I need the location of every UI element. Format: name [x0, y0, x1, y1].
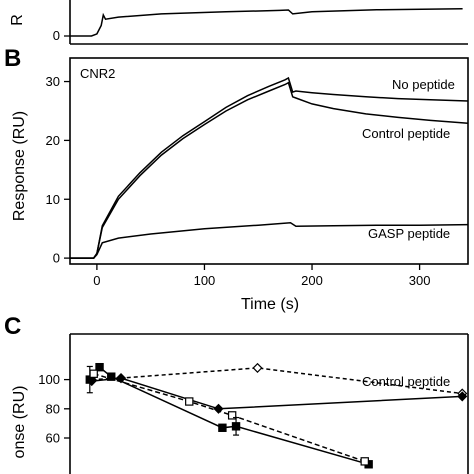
marker-open-square [227, 411, 237, 420]
trace-gasp-peptide [70, 222, 469, 259]
panel-c-line-open-square [93, 373, 366, 463]
panel-a: R 0 [9, 0, 468, 45]
panel-b-xlabel: Time (s) [241, 296, 299, 313]
panel-b-label: CNR2 [80, 66, 115, 81]
marker-filled-diamond [213, 403, 224, 414]
panel-b-traces [70, 76, 469, 259]
panel-b-x-tick-label: 200 [301, 273, 323, 288]
panel-c-y-tick-label: 80 [46, 401, 60, 416]
panel-b-y-tick-label: 0 [53, 251, 60, 266]
marker-filled-square [107, 372, 116, 381]
marker-open-diamond [252, 362, 263, 373]
marker-filled-diamond [457, 391, 468, 402]
panel-c-markers [85, 362, 468, 469]
panel-c-y-tick-label: 60 [46, 431, 60, 446]
annotation-control-peptide: Control peptide [362, 126, 450, 141]
marker-open-square [185, 397, 194, 406]
trace-no-peptide [70, 76, 469, 259]
panel-a-trace [70, 7, 463, 37]
panel-a-ylabel-fragment: R [9, 14, 26, 26]
marker-open-square [89, 369, 98, 378]
annotation-no-peptide: No peptide [392, 77, 455, 92]
panel-letter-b: B [4, 45, 21, 72]
panel-c-y-tick-label: 100 [38, 372, 60, 387]
panel-b-x-tick-label: 100 [194, 273, 216, 288]
panel-b-y-tick-label: 10 [46, 192, 60, 207]
panel-letter-c: C [4, 313, 21, 340]
panel-c-axes: 60 80 100 [38, 333, 469, 474]
panel-b-x-tick-label: 0 [93, 273, 100, 288]
panel-c-ylabel: onse (RU) [11, 386, 28, 459]
panel-b-frame [69, 57, 469, 265]
marker-filled-square [218, 423, 227, 432]
annotation-gasp-peptide: GASP peptide [368, 226, 450, 241]
panel-c: C onse (RU) 60 80 100 Control peptide [4, 313, 469, 474]
panel-a-y-tick-label: 0 [53, 28, 60, 43]
panel-b-y-tick-label: 30 [46, 74, 60, 89]
panel-b-y-tick-label: 20 [46, 133, 60, 148]
marker-filled-diamond [115, 373, 127, 384]
annotation-c-control-peptide: Control peptide [362, 374, 450, 389]
marker-filled-square [95, 362, 104, 372]
panel-b-ylabel: Response (RU) [11, 111, 28, 221]
trace-control-peptide [70, 81, 469, 259]
panel-c-line-filled-diamond [91, 377, 463, 410]
panel-b-x-tick-label: 300 [409, 273, 431, 288]
marker-open-square [360, 457, 369, 466]
